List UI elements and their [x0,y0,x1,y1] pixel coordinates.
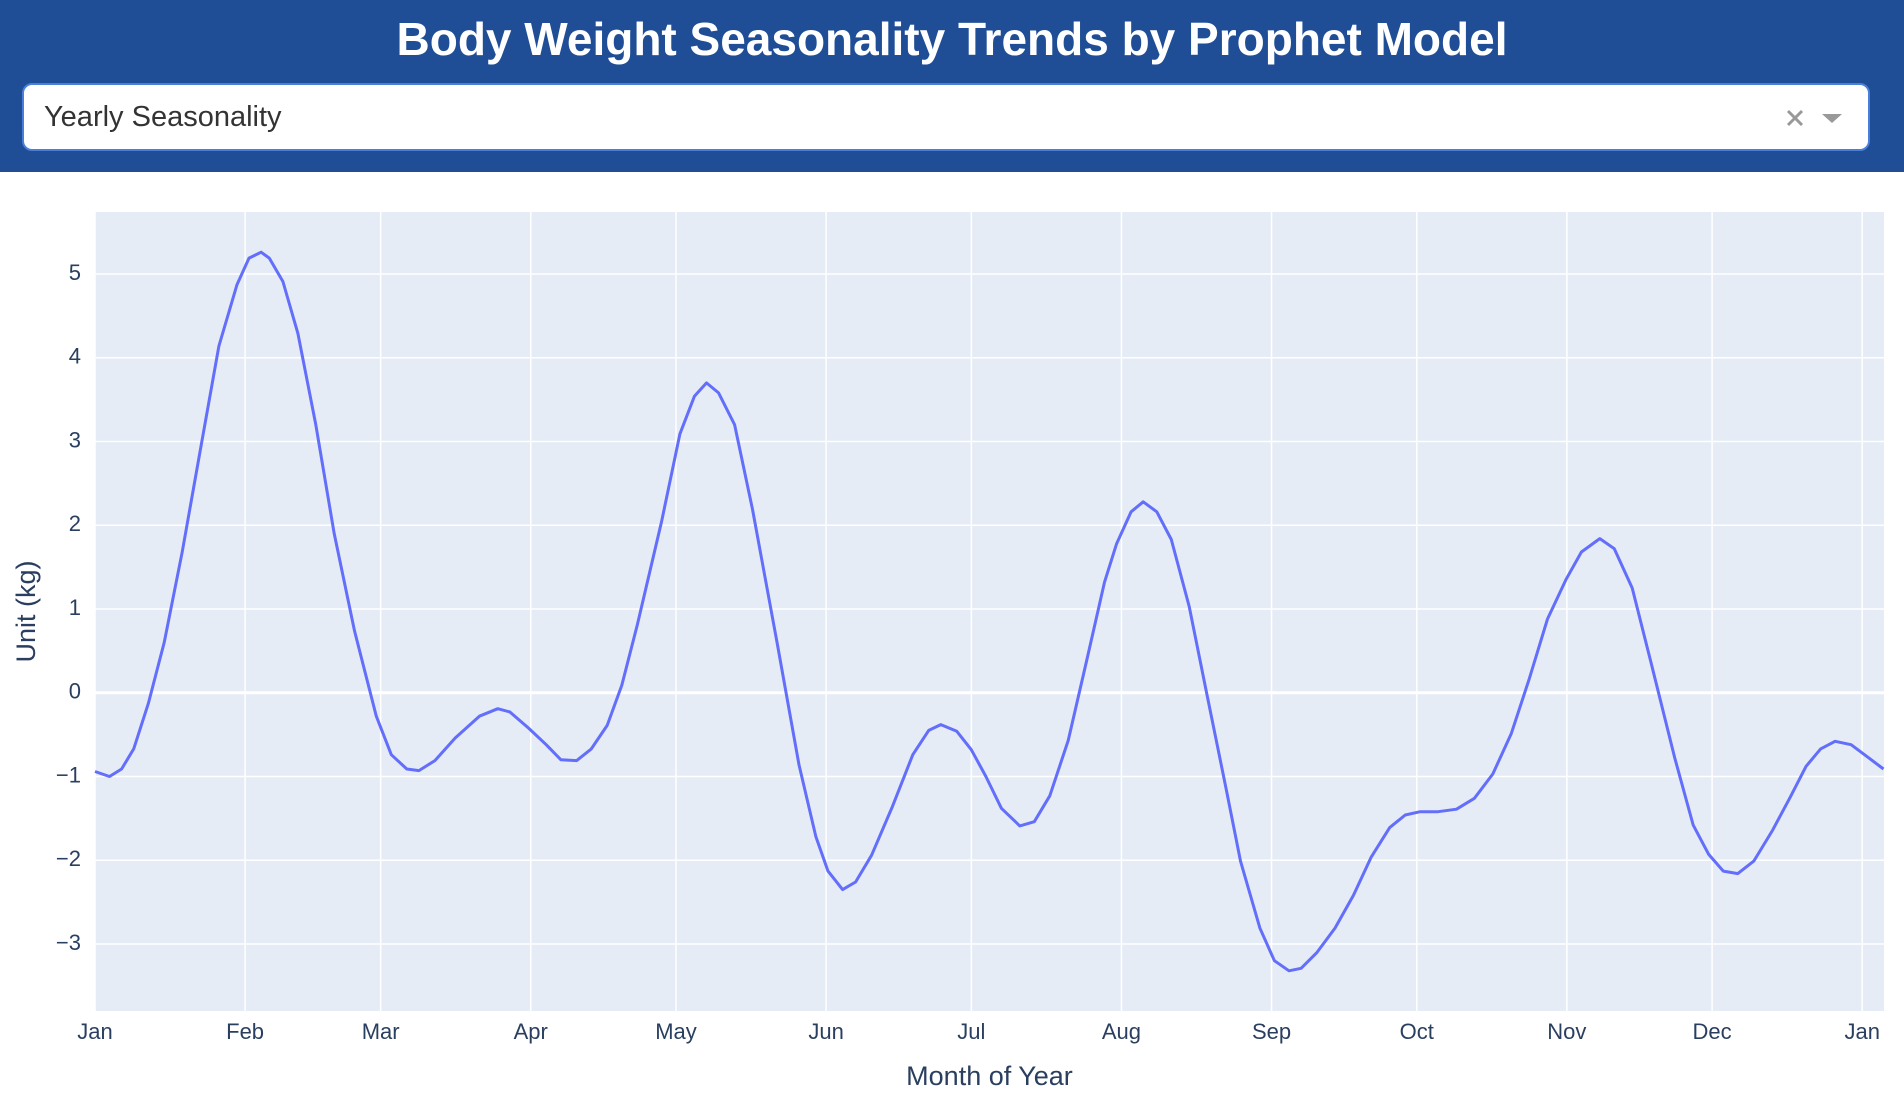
clear-icon[interactable] [1786,109,1804,127]
x-tick-label: May [655,1019,697,1044]
dropdown-icons [1786,109,1842,127]
x-tick-label: Feb [226,1019,264,1044]
x-tick-label: Sep [1252,1019,1291,1044]
y-tick-label: 2 [69,511,81,536]
y-tick-label: 5 [69,260,81,285]
y-tick-label: 1 [69,595,81,620]
y-tick-label: 0 [69,679,81,704]
x-tick-label: Jan [77,1019,112,1044]
x-tick-label: Oct [1400,1019,1434,1044]
y-tick-label: 3 [69,427,81,452]
x-tick-label: Jun [808,1019,843,1044]
y-tick-label: −3 [56,930,81,955]
y-tick-label: 4 [69,344,81,369]
plot-area [95,212,1884,1011]
x-tick-label: Mar [362,1019,400,1044]
dropdown[interactable]: Yearly Seasonality [22,83,1870,151]
x-tick-label: Dec [1693,1019,1732,1044]
y-tick-label: −2 [56,846,81,871]
y-axis-title: Unit (kg) [11,560,41,662]
x-tick-label: Apr [514,1019,548,1044]
x-tick-label: Nov [1547,1019,1586,1044]
dropdown-value: Yearly Seasonality [44,101,282,133]
x-axis-title: Month of Year [906,1061,1073,1091]
y-tick-label: −1 [56,762,81,787]
chart: −3 −2 −1 0 1 2 3 4 5 Jan Feb Mar Apr May Jun Jul Aug Sep O… [11,212,1885,1091]
x-tick-label: Jan [1844,1019,1879,1044]
x-tick-label: Jul [957,1019,985,1044]
page-title: Body Weight Seasonality Trends by Prophe… [396,13,1508,65]
series-line [94,250,1885,973]
dropdown-arrow[interactable] [1822,114,1842,123]
x-tick-label: Aug [1102,1019,1141,1044]
header: Body Weight Seasonality Trends by Prophe… [0,0,1904,172]
